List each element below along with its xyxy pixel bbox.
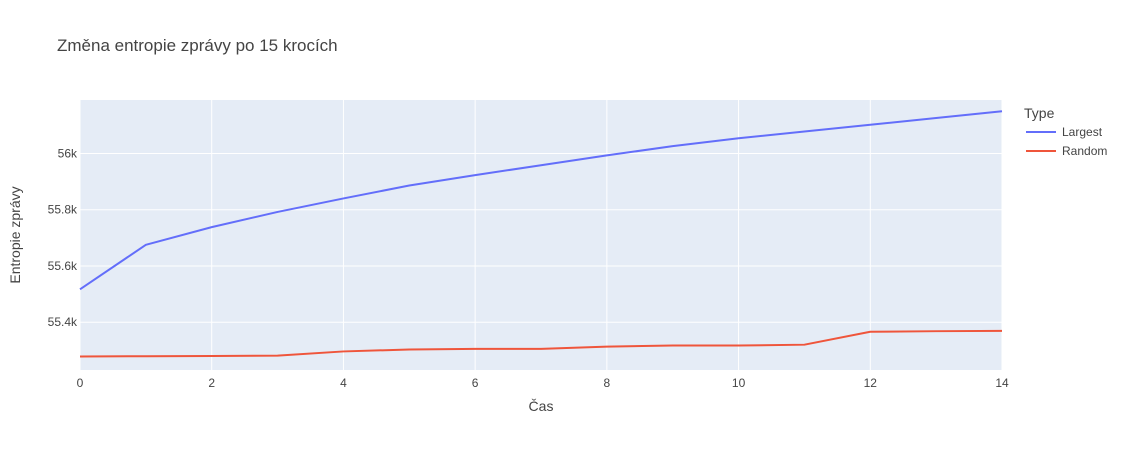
grid-lines	[79, 100, 1003, 370]
x-axis-ticks: 0 2 4 6 8 10 12 14	[77, 376, 1009, 390]
legend: Type Largest Random	[1024, 105, 1107, 158]
y-tick-label: 55.4k	[48, 315, 78, 329]
legend-item-label: Random	[1062, 144, 1107, 158]
y-axis-ticks: 55.4k 55.6k 55.8k 56k	[48, 146, 78, 329]
x-tick-label: 2	[208, 376, 215, 390]
x-tick-label: 0	[77, 376, 84, 390]
plot-area	[80, 100, 1002, 370]
x-tick-label: 4	[340, 376, 347, 390]
x-tick-label: 12	[864, 376, 878, 390]
x-tick-label: 6	[472, 376, 479, 390]
y-tick-label: 55.8k	[48, 203, 78, 217]
series-line-random	[79, 329, 1003, 358]
y-tick-label: 55.6k	[48, 259, 78, 273]
x-tick-label: 14	[995, 376, 1009, 390]
x-tick-label: 10	[732, 376, 746, 390]
chart-title: Změna entropie zprávy po 15 krocích	[57, 36, 338, 55]
series-line-largest	[79, 110, 1003, 291]
series-lines	[79, 110, 1003, 358]
x-axis-label: Čas	[529, 398, 554, 414]
y-axis-label: Entropie zprávy	[7, 186, 23, 283]
x-tick-label: 8	[604, 376, 611, 390]
legend-item-label: Largest	[1062, 125, 1103, 139]
legend-title: Type	[1024, 105, 1055, 121]
y-tick-label: 56k	[58, 146, 78, 160]
